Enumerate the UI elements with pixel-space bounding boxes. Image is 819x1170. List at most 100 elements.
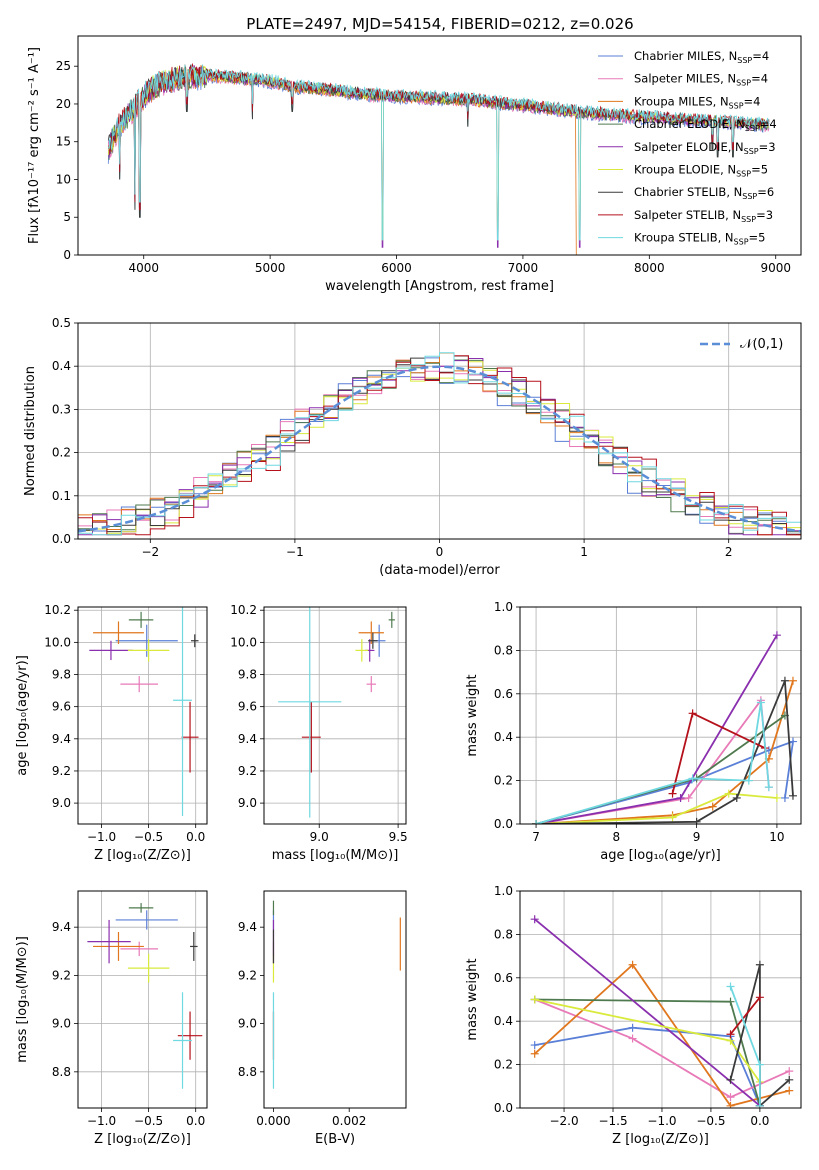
y-tick-label: 9.4 [52, 732, 71, 746]
y-tick-label: 10.0 [230, 635, 257, 649]
weight-marker [726, 1030, 735, 1039]
x-tick-label: 2 [725, 545, 733, 559]
x-tick-label: 7 [532, 830, 540, 844]
plot-spectrum: 4000 5000 6000 7000 8000 9000 0 5 10 15 20 25 wavele… [27, 35, 802, 294]
weight-marker [532, 820, 541, 824]
y-tick-label: 0.3 [52, 402, 71, 416]
legend-subscript: SSP [734, 238, 749, 247]
plot-area-spectrum [107, 63, 770, 255]
y-axis-label: age [log₁₀(age/yr)] [15, 655, 30, 776]
x-tick-label: −1.0 [87, 830, 116, 844]
weight-marker [530, 915, 539, 924]
errorbar-point [127, 953, 170, 983]
x-tick-label: −0.5 [696, 1114, 725, 1128]
legend-subscript: SSP [744, 147, 759, 156]
y-tick-label: 5 [63, 210, 71, 224]
y-tick-label: 0.6 [494, 971, 513, 985]
x-tick-label: −0.5 [134, 830, 163, 844]
weight-marker [755, 1060, 764, 1069]
spectrum-line [107, 64, 770, 241]
legend-name: Salpeter ELODIE, N [634, 140, 744, 154]
weight-marker [780, 676, 789, 685]
errorbar-point [177, 1011, 203, 1060]
y-tick-label: 9.2 [238, 968, 257, 982]
x-tick-label: 8 [613, 830, 621, 844]
weight-marker [755, 1101, 764, 1108]
y-axis-label: mass [log₁₀(M/M⊙)] [15, 936, 30, 1063]
x-tick-label: −1.0 [647, 1114, 676, 1128]
y-tick-label: 0.4 [494, 1014, 513, 1028]
y-tick-label: 25 [56, 59, 71, 73]
x-tick-label: −0.5 [134, 1114, 163, 1128]
x-tick-label: 0.002 [332, 1114, 366, 1128]
figure-title: PLATE=2497, MJD=54154, FIBERID=0212, z=0… [246, 15, 633, 33]
y-tick-label: 0.1 [52, 489, 71, 503]
y-tick-label: 1.0 [494, 600, 513, 614]
x-tick-label: 1 [580, 545, 588, 559]
x-tick-label: −2 [141, 545, 159, 559]
weight-marker [726, 997, 735, 1006]
x-tick-label: 4000 [128, 261, 159, 275]
weight-marker [724, 789, 733, 798]
y-tick-label: 0 [63, 248, 71, 262]
legend-subscript: SSP [729, 101, 744, 110]
x-tick-label: 7000 [508, 261, 539, 275]
x-tick-label: 8000 [634, 261, 665, 275]
weight-marker [530, 1049, 539, 1058]
x-axis-label: E(B-V) [315, 1132, 355, 1147]
errorbar-point [128, 611, 154, 628]
x-tick-label: 0 [436, 545, 444, 559]
plot-area-residuals [78, 352, 801, 536]
x-axis-label: mass [log₁₀(M/M⊙)] [272, 848, 399, 863]
x-tick-label: 0.000 [256, 1114, 290, 1128]
legend-label: Kroupa STELIB, NSSP=5 [634, 231, 765, 247]
x-axis-label: Z [log₁₀(Z/Z⊙)] [612, 1132, 709, 1147]
errorbar-point [366, 676, 377, 693]
axes-frame [77, 606, 208, 825]
errorbar-point [368, 632, 378, 649]
axes-frame [519, 606, 802, 825]
weight-marker [756, 698, 765, 707]
legend-label: Chabrier MILES, NSSP=4 [634, 49, 769, 65]
plot-residuals: −2 −1 0 1 2 0.0 0.1 0.2 0.3 0.4 0.5 (data-model)/er… [23, 316, 802, 578]
weight-marker [726, 1101, 735, 1108]
x-axis-label: wavelength [Angstrom, rest frame] [325, 279, 554, 294]
errorbar-point [173, 992, 192, 1089]
axes-frame [519, 890, 802, 1109]
weight-marker [785, 1086, 794, 1095]
y-tick-label: 10.0 [44, 635, 71, 649]
histogram-step [78, 352, 801, 536]
axes-frame [263, 890, 407, 1109]
weight-marker [780, 793, 789, 802]
x-tick-label: −1 [286, 545, 304, 559]
weight-line [534, 998, 761, 1107]
legend-label: Chabrier STELIB, NSSP=6 [634, 185, 774, 201]
legend-count: =4 [744, 94, 761, 108]
x-tick-label: −1.5 [598, 1114, 627, 1128]
y-tick-label: 0.0 [494, 1101, 513, 1115]
y-tick-label: 9.4 [238, 732, 257, 746]
legend-label: Kroupa ELODIE, NSSP=5 [634, 163, 768, 179]
y-tick-label: 1.0 [494, 884, 513, 898]
errorbar-point [115, 910, 178, 930]
errorbar-point [89, 640, 133, 661]
y-tick-label: 9.2 [52, 764, 71, 778]
legend-count: =6 [757, 185, 774, 199]
errorbar-point [173, 607, 192, 816]
weight-marker [726, 1075, 735, 1084]
x-tick-label: 0.0 [750, 1114, 769, 1128]
legend-name: Chabrier STELIB, N [634, 185, 742, 199]
legend-name: Chabrier MILES, N [634, 49, 737, 63]
legend-subscript: SSP [741, 215, 756, 224]
y-axis-label: mass weight [465, 674, 480, 756]
weight-marker [684, 793, 693, 802]
plot-area-age_vs_mass [278, 607, 395, 818]
y-tick-label: 0.0 [52, 532, 71, 546]
errorbar-point [388, 611, 395, 628]
x-tick-label: 9.5 [389, 830, 408, 844]
y-tick-label: 0.8 [494, 927, 513, 941]
plot-mass_vs_Z: −1.0 −0.5 0.0 8.8 9.0 9.2 9.4 Z [log₁₀(Z/Z⊙)] ma… [15, 890, 208, 1147]
weight-marker [668, 789, 677, 798]
y-tick-label: 9.0 [238, 1017, 257, 1031]
plot-weight_vs_Z: −2.0 −1.5 −1.0 −0.5 0.0 0.0 0.2 0.4 0.6 0.8 1.0 Z [… [465, 884, 802, 1147]
